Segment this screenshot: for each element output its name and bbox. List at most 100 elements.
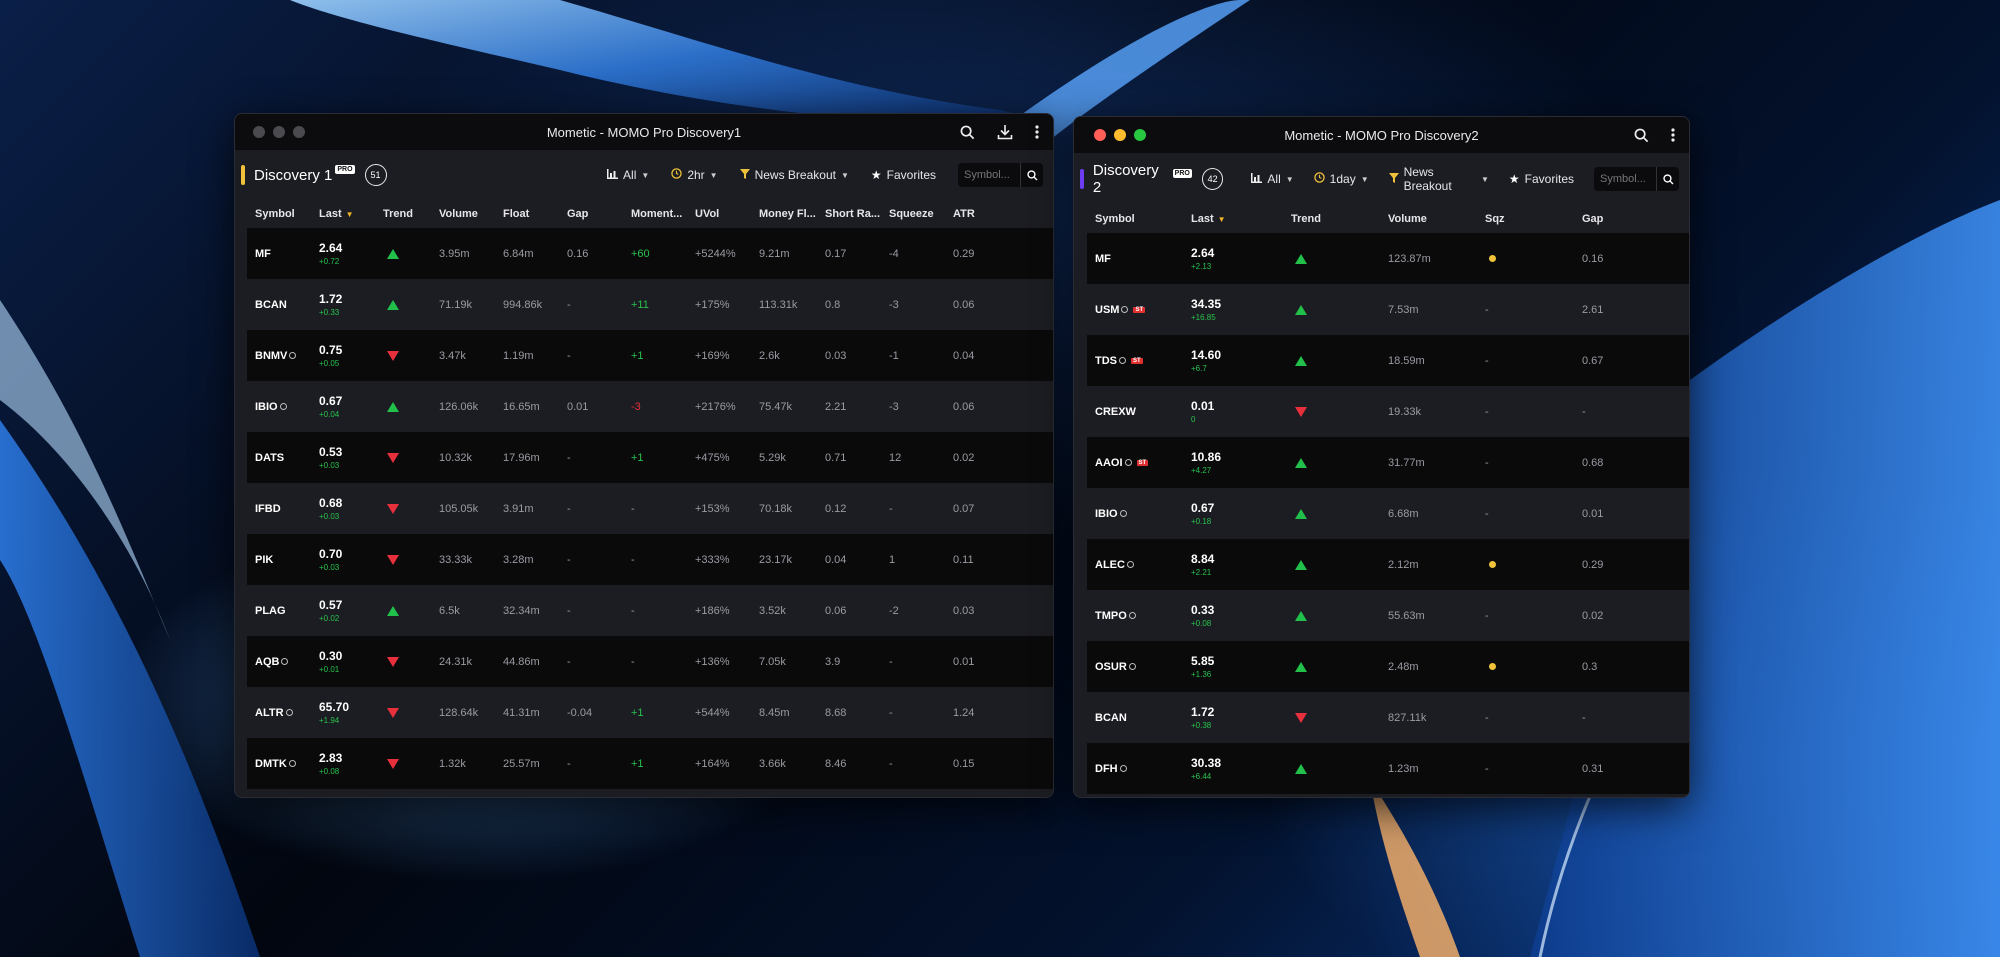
symbol-cell[interactable]: ALTR	[247, 707, 311, 719]
float-cell: 16.65m	[503, 400, 540, 413]
col-header-uvol[interactable]: UVol	[695, 208, 720, 220]
symbol-cell[interactable]: DATS	[247, 452, 311, 464]
table-row[interactable]: TDS ST 14.60 +6.7 18.59m - 0.67	[1087, 335, 1689, 386]
filter-news-dropdown[interactable]: News Breakout ▼	[739, 168, 849, 182]
col-header-symbol[interactable]: Symbol	[1095, 213, 1135, 225]
symbol-cell[interactable]: TDS ST	[1087, 355, 1183, 367]
symbol-search-input[interactable]	[1594, 167, 1656, 191]
table-row[interactable]: TMPO 0.33 +0.08 55.63m - 0.02	[1087, 590, 1689, 641]
uvol-cell: +186%	[695, 604, 730, 617]
symbol-cell[interactable]: BCAN	[1087, 712, 1183, 724]
symbol-cell[interactable]: PLAG	[247, 605, 311, 617]
minimize-light[interactable]	[1114, 129, 1126, 141]
col-header-momentum[interactable]: Moment...	[631, 208, 683, 220]
last-change: +0.05	[319, 358, 340, 368]
symbol-cell[interactable]: PIK	[247, 554, 311, 566]
symbol-cell[interactable]: TMPO	[1087, 610, 1183, 622]
col-header-last[interactable]: Last ▼	[311, 208, 375, 220]
symbol-cell[interactable]: AAOI ST	[1087, 457, 1183, 469]
zoom-light[interactable]	[1134, 129, 1146, 141]
squeeze-dot-icon	[1489, 662, 1496, 670]
col-header-volume[interactable]: Volume	[439, 208, 478, 220]
volume-cell: 1.32k	[439, 757, 466, 770]
col-header-last[interactable]: Last ▼	[1183, 213, 1283, 225]
table-row[interactable]: IFBD 0.68 +0.03 105.05k 3.91m - - +153% 70.18k 0.…	[247, 483, 1053, 534]
symbol-cell[interactable]: MF	[247, 248, 311, 260]
symbol-cell[interactable]: OSUR	[1087, 661, 1183, 673]
sqz-cell: -	[1485, 762, 1489, 775]
window-title: Mometic - MOMO Pro Discovery1	[546, 125, 742, 140]
col-header-symbol[interactable]: Symbol	[255, 208, 295, 220]
col-header-atr[interactable]: ATR	[953, 208, 975, 220]
table-row[interactable]: DFH 30.38 +6.44 1.23m - 0.31	[1087, 743, 1689, 794]
col-header-gap[interactable]: Gap	[567, 208, 589, 220]
symbol-cell[interactable]: BCAN	[247, 299, 311, 311]
table-row[interactable]: ALEC 8.84 +2.21 2.12m 0.29	[1087, 539, 1689, 590]
col-header-short-ratio[interactable]: Short Ra...	[825, 208, 881, 220]
col-header-trend[interactable]: Trend	[1291, 213, 1321, 225]
zoom-light[interactable]	[293, 126, 305, 138]
table-row[interactable]: MF 2.64 +0.72 3.95m 6.84m 0.16 +60 +5244% 9.21m 0…	[247, 228, 1053, 279]
symbol-cell[interactable]: IBIO	[1087, 508, 1183, 520]
search-icon[interactable]	[960, 125, 975, 140]
download-icon[interactable]	[997, 124, 1013, 140]
col-header-squeeze[interactable]: Squeeze	[889, 208, 934, 220]
col-header-money-flow[interactable]: Money Fl...	[759, 208, 816, 220]
last-value: 1.72	[1191, 704, 1215, 719]
col-header-sqz[interactable]: Sqz	[1485, 213, 1505, 225]
table-row[interactable]: CREXW 0.01 0 19.33k - -	[1087, 386, 1689, 437]
close-light[interactable]	[253, 126, 265, 138]
symbol-text: IBIO	[255, 400, 278, 413]
symbol-search-input[interactable]	[958, 163, 1020, 187]
more-vertical-icon[interactable]	[1035, 125, 1039, 139]
symbol-cell[interactable]: IFBD	[247, 503, 311, 515]
symbol-cell[interactable]: IBIO	[247, 401, 311, 413]
symbol-cell[interactable]: ALEC	[1087, 559, 1183, 571]
table-row[interactable]: DATS 0.53 +0.03 10.32k 17.96m - +1 +475% 5.29k 0.…	[247, 432, 1053, 483]
last-change: 0	[1191, 414, 1196, 424]
table-row[interactable]: MF 2.64 +2.13 123.87m 0.16	[1087, 233, 1689, 284]
close-light[interactable]	[1094, 129, 1106, 141]
symbol-cell[interactable]: CREXW	[1087, 406, 1183, 418]
col-header-volume[interactable]: Volume	[1388, 213, 1427, 225]
col-header-trend[interactable]: Trend	[383, 208, 413, 220]
table-row[interactable]: BNMV 0.75 +0.05 3.47k 1.19m - +1 +169% 2.6k 0.03 -…	[247, 330, 1053, 381]
last-cell: 0.53 +0.03	[311, 445, 375, 471]
more-vertical-icon[interactable]	[1671, 128, 1675, 142]
symbol-cell[interactable]: AQB	[247, 656, 311, 668]
search-icon[interactable]	[1634, 128, 1649, 143]
symbol-cell[interactable]: DFH	[1087, 763, 1183, 775]
volume-cell: 123.87m	[1388, 252, 1431, 265]
symbol-cell[interactable]: MF	[1087, 253, 1183, 265]
filter-all-dropdown[interactable]: All ▼	[607, 168, 649, 182]
filter-timeframe-dropdown[interactable]: 2hr ▼	[671, 168, 718, 182]
col-header-float[interactable]: Float	[503, 208, 530, 220]
table-row[interactable]: DMTK 2.83 +0.08 1.32k 25.57m - +1 +164% 3.66k 8.4…	[247, 738, 1053, 789]
table-row[interactable]: PIK 0.70 +0.03 33.33k 3.28m - - +333% 23.17k 0.04…	[247, 534, 1053, 585]
favorites-button[interactable]: ★ Favorites	[871, 168, 936, 182]
filter-all-dropdown[interactable]: All ▼	[1251, 172, 1294, 186]
table-row[interactable]: USM ST 34.35 +16.85 7.53m - 2.61	[1087, 284, 1689, 335]
table-row[interactable]: IBIO 0.67 +0.18 6.68m - 0.01	[1087, 488, 1689, 539]
table-row[interactable]: ALTR 65.70 +1.94 128.64k 41.31m -0.04 +1 +544% 8…	[247, 687, 1053, 738]
table-row[interactable]: AAOI ST 10.86 +4.27 31.77m - 0.68	[1087, 437, 1689, 488]
symbol-cell[interactable]: BNMV	[247, 350, 311, 362]
trend-down-icon	[1295, 406, 1307, 417]
search-button[interactable]	[1656, 167, 1679, 191]
table-row[interactable]: BCAN 1.72 +0.33 71.19k 994.86k - +11 +175% 113.3…	[247, 279, 1053, 330]
symbol-cell[interactable]: USM ST	[1087, 304, 1183, 316]
search-button[interactable]	[1020, 163, 1043, 187]
minimize-light[interactable]	[273, 126, 285, 138]
trend-up-icon	[1295, 610, 1307, 621]
filter-news-dropdown[interactable]: News Breakout ▼	[1388, 165, 1489, 193]
table-row[interactable]: PLAG 0.57 +0.02 6.5k 32.34m - - +186% 3.52k 0.06 -…	[247, 585, 1053, 636]
table-row[interactable]: IBIO 0.67 +0.04 126.06k 16.65m 0.01 -3 +2176% 75…	[247, 381, 1053, 432]
table-row[interactable]: OSUR 5.85 +1.36 2.48m 0.3	[1087, 641, 1689, 692]
symbol-cell[interactable]: DMTK	[247, 758, 311, 770]
filter-timeframe-dropdown[interactable]: 1day ▼	[1313, 172, 1369, 186]
col-header-gap[interactable]: Gap	[1582, 213, 1604, 225]
favorites-button[interactable]: ★ Favorites	[1509, 172, 1574, 186]
last-price: 0.33 +0.08	[1191, 603, 1283, 629]
table-row[interactable]: AQB 0.30 +0.01 24.31k 44.86m - - +136% 7.05k 3.9 -…	[247, 636, 1053, 687]
table-row[interactable]: BCAN 1.72 +0.38 827.11k - -	[1087, 692, 1689, 743]
